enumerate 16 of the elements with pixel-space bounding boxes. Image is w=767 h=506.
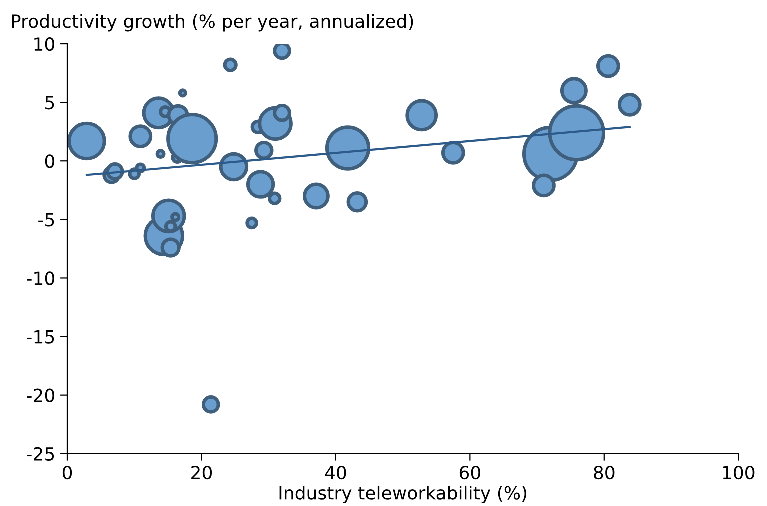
y-tick-label: 10: [34, 37, 54, 52]
x-tick-label: 60: [460, 466, 480, 480]
y-tick-label: 5: [46, 96, 54, 110]
x-tick-label: 0: [62, 466, 72, 480]
x-tick-label: 100: [723, 466, 755, 480]
y-tick-label: -25: [27, 447, 54, 461]
y-tick-label: -20: [27, 388, 54, 402]
x-tick-label: 40: [325, 466, 346, 480]
x-axis-title: Industry teleworkability (%): [280, 486, 527, 504]
x-tick-label: 80: [594, 466, 615, 480]
y-tick-label: 0: [45, 154, 54, 168]
x-tick-label: 20: [192, 466, 212, 480]
y-tick-label: -15: [27, 330, 54, 344]
y-tick-label: -10: [27, 272, 54, 286]
y-tick-label: -5: [38, 213, 54, 227]
y-axis-title: Productivity growth (% per year, annualized): [12, 14, 414, 32]
